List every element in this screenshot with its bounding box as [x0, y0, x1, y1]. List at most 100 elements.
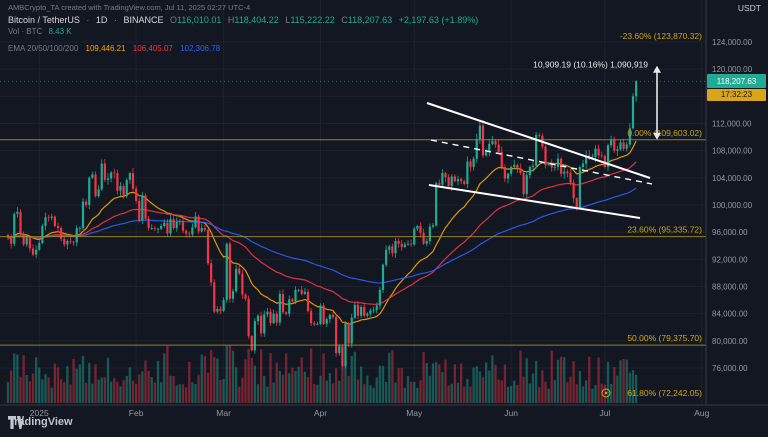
ohlc-close-label: C: [341, 15, 348, 25]
volume-bar: [334, 368, 338, 403]
volume-bar: [103, 377, 107, 403]
candle: [328, 315, 331, 320]
symbol-legend[interactable]: Bitcoin / TetherUS · 1D · BINANCE O116,0…: [8, 15, 478, 25]
volume-bar: [225, 345, 228, 403]
volume-bar: [506, 386, 510, 403]
candle: [178, 221, 181, 223]
candle: [385, 249, 388, 265]
candle: [403, 244, 406, 248]
candle: [566, 171, 569, 174]
x-axis-label[interactable]: Feb: [129, 408, 144, 418]
candle: [478, 125, 481, 140]
volume-bar: [181, 384, 185, 403]
volume-bar: [375, 377, 378, 403]
trendline[interactable]: [428, 184, 641, 219]
volume-bar: [256, 384, 260, 403]
candle: [550, 164, 553, 168]
volume-bar: [213, 356, 216, 403]
y-axis-label: 124,000.00: [712, 38, 753, 47]
candle: [297, 289, 300, 291]
fib-label[interactable]: 23.60% (95,335.72): [627, 225, 702, 235]
volume-bar: [72, 359, 75, 403]
y-axis-label: 96,000.00: [712, 228, 748, 237]
candle: [394, 240, 397, 254]
fib-label[interactable]: 50.00% (79,375.70): [627, 333, 702, 343]
volume-bar: [409, 381, 413, 403]
volume-bar: [522, 376, 525, 403]
x-axis-label[interactable]: Mar: [216, 408, 231, 418]
volume-bar: [406, 376, 410, 403]
fib-label[interactable]: 0.00% (109,603.02): [627, 128, 702, 138]
candle: [56, 226, 60, 229]
candle: [219, 308, 222, 311]
volume-bar: [581, 386, 585, 403]
volume-bar: [231, 350, 235, 403]
time-scale[interactable]: [0, 405, 768, 437]
x-axis-label[interactable]: Apr: [314, 408, 327, 418]
volume-bar: [466, 379, 469, 403]
candle: [535, 135, 538, 166]
volume-bar: [69, 384, 72, 403]
fib-label[interactable]: 61.80% (72,242.05): [627, 388, 702, 398]
volume-bar: [122, 380, 125, 403]
volume-bar: [578, 370, 582, 403]
x-axis-label[interactable]: Jun: [504, 408, 518, 418]
candle: [613, 139, 616, 151]
separator-dot: ·: [86, 15, 90, 25]
candle: [425, 240, 428, 244]
candle: [35, 249, 38, 255]
x-axis-label[interactable]: Jul: [599, 408, 610, 418]
trendline-dashed[interactable]: [430, 139, 653, 185]
volume-bar: [538, 387, 541, 403]
currency-label[interactable]: USDT: [737, 3, 761, 13]
candle: [188, 233, 191, 235]
volume-bar: [113, 378, 116, 403]
volume-bar: [206, 372, 210, 403]
volume-bar: [372, 387, 375, 403]
volume-bar: [497, 379, 500, 403]
candle: [250, 336, 253, 351]
volume-bar: [391, 350, 394, 403]
candle: [488, 143, 491, 153]
ema-legend[interactable]: EMA 20/50/100/200 109,446.21 106,405.07 …: [8, 44, 478, 54]
candle: [38, 243, 41, 250]
candle: [338, 346, 341, 354]
tradingview-logo[interactable]: TradingView: [8, 416, 73, 429]
fib-label[interactable]: -23.60% (123,870.32): [620, 31, 702, 41]
volume-bar: [403, 387, 407, 403]
volume-bar: [388, 352, 391, 403]
volume-bar: [66, 365, 69, 403]
candle: [241, 273, 244, 295]
volume-bar: [294, 371, 297, 403]
candle: [510, 166, 513, 174]
volume-bar: [63, 382, 66, 403]
candle: [153, 228, 156, 229]
interval-label[interactable]: 1D: [95, 15, 108, 25]
chart-pane[interactable]: [0, 0, 706, 405]
price-scale[interactable]: [706, 0, 768, 405]
candle: [228, 243, 231, 299]
candle: [625, 144, 628, 149]
candle: [175, 221, 178, 229]
candle: [575, 198, 578, 208]
x-axis-label[interactable]: Aug: [694, 408, 709, 418]
y-axis-label: 120,000.00: [712, 65, 753, 74]
x-axis-label[interactable]: 2025: [30, 408, 49, 418]
symbol-title[interactable]: Bitcoin / TetherUS: [8, 15, 80, 25]
x-axis-label[interactable]: May: [406, 408, 423, 418]
volume-bar: [53, 363, 57, 403]
volume-legend[interactable]: Vol · BTC 8.43 K: [8, 27, 478, 37]
candle: [622, 142, 625, 149]
candle: [350, 317, 353, 344]
volume-bar: [22, 355, 25, 403]
volume-bar: [125, 375, 128, 403]
fib-settings-icon[interactable]: [601, 388, 611, 398]
volume-bar: [363, 384, 366, 403]
volume-bar: [584, 380, 588, 403]
candle: [419, 226, 422, 233]
y-axis-label: 84,000.00: [712, 310, 748, 319]
volume-bar: [163, 353, 166, 403]
trendline[interactable]: [426, 102, 651, 179]
candle: [525, 175, 528, 195]
